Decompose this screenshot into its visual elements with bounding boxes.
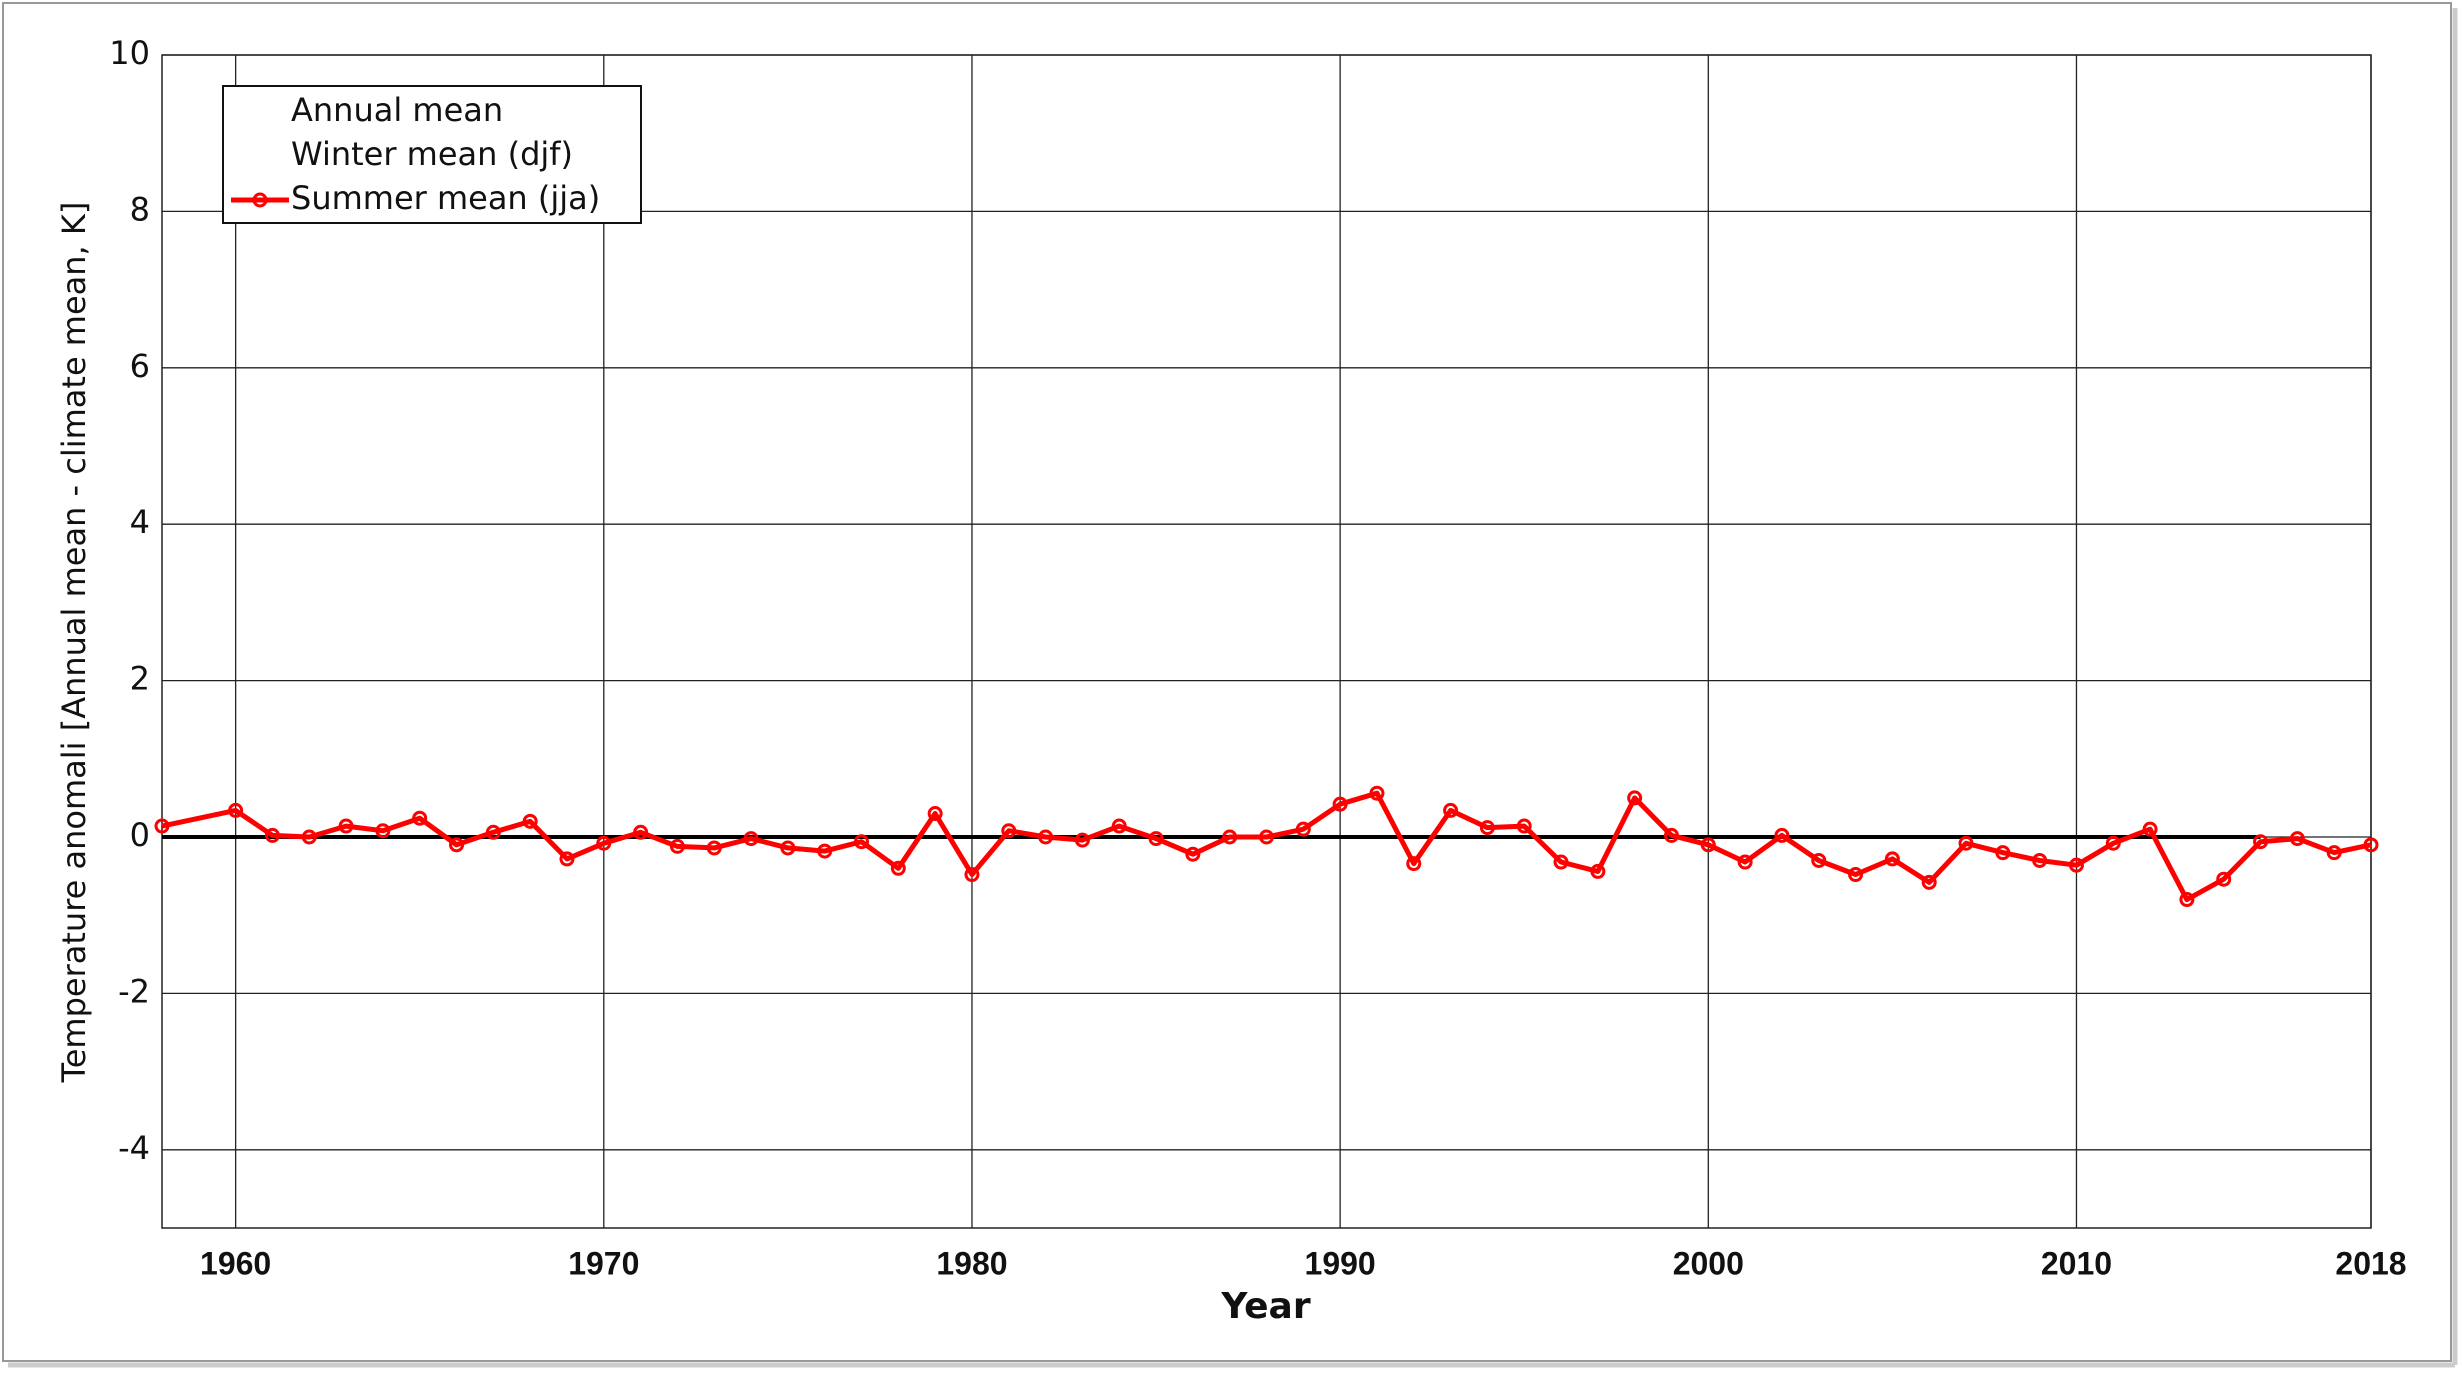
data-point [559,851,575,867]
x-tick-label: 1970 [568,1245,639,1281]
data-point [596,835,612,851]
data-point [780,840,796,856]
y-tick-label: 6 [130,347,150,385]
y-tick-label: 4 [130,503,150,541]
data-point [706,840,722,856]
data-point [264,827,280,843]
data-point [1627,790,1643,806]
data-point [2142,821,2158,837]
data-point [2289,831,2305,847]
data-point [2216,871,2232,887]
data-point [2326,845,2342,861]
legend-label: Annual mean [291,91,503,129]
y-tick-label: 8 [130,190,150,228]
y-tick-label: 10 [109,34,150,72]
data-point [412,810,428,826]
data-point [927,806,943,822]
data-point [154,818,170,834]
data-point [2032,852,2048,868]
data-point [1074,832,1090,848]
y-tick-label: -4 [118,1129,150,1167]
y-tick-label: 0 [130,816,150,854]
data-point [1553,854,1569,870]
data-point [2105,835,2121,851]
data-point [2068,857,2084,873]
data-point [817,843,833,859]
y-tick-label: -2 [118,972,150,1010]
data-point [1958,835,1974,851]
data-point [1848,867,1864,883]
data-point [1222,829,1238,845]
data-point [669,838,685,854]
data-point [1001,823,1017,839]
data-point [743,831,759,847]
data-point [1884,851,1900,867]
plot-border [161,54,2372,1229]
data-point [1774,827,1790,843]
data-point [1737,854,1753,870]
data-point [1406,856,1422,872]
x-tick-label: 2010 [2041,1245,2112,1281]
data-point [1369,785,1385,801]
data-point [964,867,980,883]
data-point [1185,846,1201,862]
data-point [1332,796,1348,812]
data-point [338,818,354,834]
data-point [1148,831,1164,847]
data-point [2363,837,2379,853]
x-tick-label: 1990 [1305,1245,1376,1281]
data-point [1811,852,1827,868]
data-point [633,824,649,840]
data-point [1111,818,1127,834]
data-point [854,834,870,850]
data-point [1443,802,1459,818]
legend-box [222,85,642,224]
data-point [228,802,244,818]
data-point [1700,837,1716,853]
data-point [890,860,906,876]
x-axis-label: Year [1220,1286,1310,1327]
data-point [1921,874,1937,890]
x-tick-label: 1980 [936,1245,1007,1281]
plot-area [162,55,2371,1228]
y-tick-label: 2 [130,660,150,698]
data-point [1995,845,2011,861]
x-tick-label: 2000 [1673,1245,1744,1281]
y-axis-label: Temperature anomali [Annual mean - clima… [55,202,93,1084]
data-point [1663,827,1679,843]
data-point [522,813,538,829]
data-point [1516,818,1532,834]
data-point [1259,829,1274,845]
data-point [1590,863,1606,879]
legend-label: Summer mean (jja) [291,179,600,217]
data-point [2253,834,2269,850]
data-point [1038,829,1054,845]
data-point [375,823,391,839]
x-tick-label: 1960 [200,1245,271,1281]
data-point [1295,821,1311,837]
data-point [485,824,501,840]
legend-marker [252,192,268,208]
data-point [1479,820,1495,836]
data-point [2179,892,2195,908]
data-point [301,829,317,845]
legend-label: Winter mean (djf) [291,135,573,173]
x-tick-label: 2018 [2335,1245,2406,1281]
data-point [449,837,465,853]
